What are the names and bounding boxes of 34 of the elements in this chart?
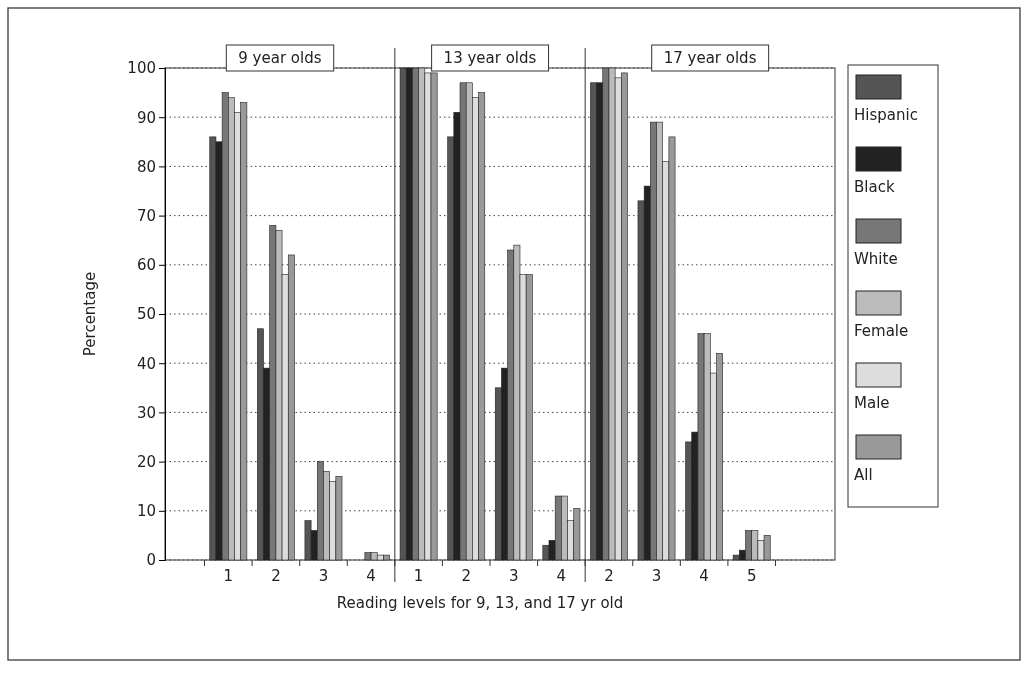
x-tick-label: 4 xyxy=(699,566,709,585)
y-tick-label: 80 xyxy=(136,157,156,176)
x-tick-label: 4 xyxy=(556,566,567,585)
y-tick-label: 50 xyxy=(136,305,156,324)
y-tick-label: 10 xyxy=(136,502,156,521)
legend-label: Black xyxy=(854,178,895,196)
legend-label: Female xyxy=(854,322,909,340)
x-tick-label: 3 xyxy=(651,566,662,585)
x-tick-label: 2 xyxy=(604,566,614,585)
text: 9 year olds xyxy=(238,49,322,67)
text: 13 year olds xyxy=(443,49,537,67)
legend-label: All xyxy=(854,466,873,484)
x-tick-label: 5 xyxy=(746,566,757,585)
x-tick-label: 2 xyxy=(271,566,281,585)
y-axis-title: Percentage xyxy=(81,271,99,357)
y-tick-label: 20 xyxy=(136,452,156,471)
y-tick-label: 70 xyxy=(136,206,156,225)
y-tick-label: 40 xyxy=(136,354,156,373)
x-tick-label: 1 xyxy=(413,566,424,585)
legend-label: Hispanic xyxy=(854,106,918,124)
legend-label: White xyxy=(854,250,898,268)
x-tick-label: 3 xyxy=(318,566,329,585)
legend-label: Male xyxy=(854,394,890,412)
x-tick-label: 3 xyxy=(509,566,519,585)
y-tick-label: 100 xyxy=(127,59,156,78)
x-axis-title: Reading levels for 9, 13, and 17 yr old xyxy=(336,594,624,612)
text: 17 year olds xyxy=(663,49,757,67)
x-tick-label: 2 xyxy=(461,566,471,585)
y-tick-label: 60 xyxy=(136,256,156,275)
x-tick-label: 1 xyxy=(223,566,234,585)
x-tick-label: 4 xyxy=(366,566,376,585)
y-tick-label: 30 xyxy=(136,403,156,422)
y-tick-label: 90 xyxy=(136,108,156,127)
y-tick-label: 0 xyxy=(146,551,156,570)
